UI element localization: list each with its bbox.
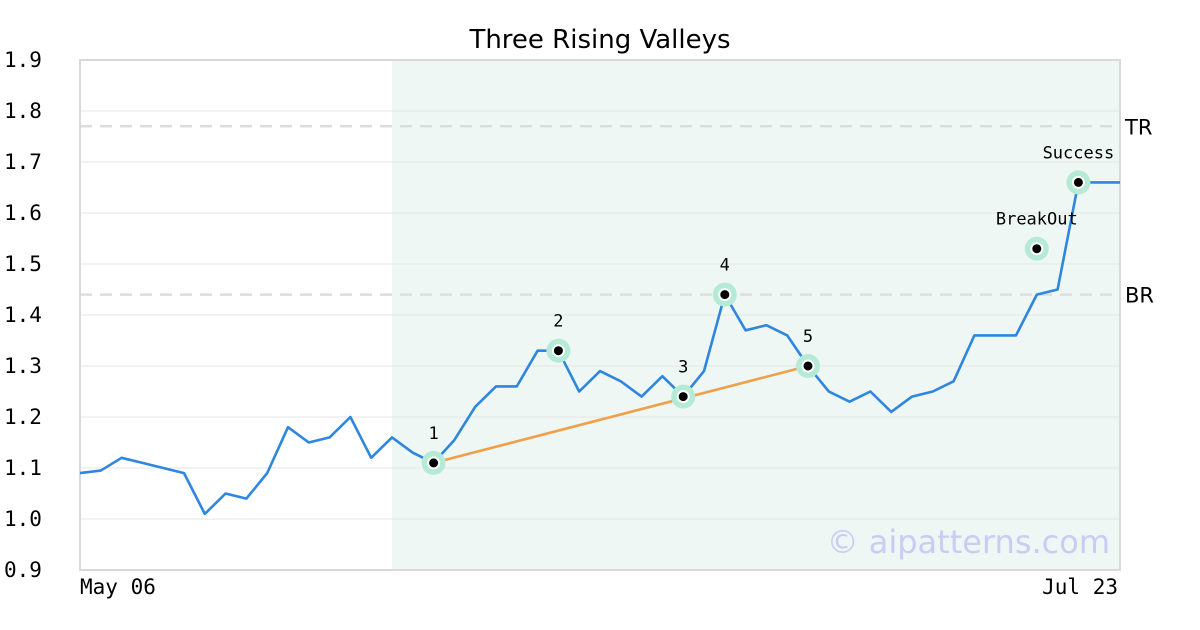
x-tick-label: Jul 23: [1042, 575, 1118, 599]
y-tick-label: 1.2: [4, 405, 42, 429]
key-point-marker: [1071, 175, 1085, 189]
key-point-label: 4: [720, 256, 730, 276]
key-point-label: 5: [803, 327, 813, 347]
y-tick-label: 0.9: [4, 558, 42, 582]
y-tick-label: 1.9: [4, 48, 42, 72]
y-tick-label: 1.3: [4, 354, 42, 378]
plot-frame: [79, 59, 1121, 571]
x-axis-ticks: May 06 Jul 23: [80, 575, 1118, 599]
gridlines: [80, 110, 1120, 520]
x-tick-label: May 06: [80, 575, 156, 599]
y-tick-label: 1.5: [4, 252, 42, 276]
level-lines: TR BR: [80, 115, 1154, 308]
valley-trend-line: [433, 364, 809, 465]
y-tick-label: 1.1: [4, 456, 42, 480]
y-tick-label: 1.6: [4, 201, 42, 225]
chart-title: Three Rising Valleys: [468, 25, 730, 55]
y-tick-label: 1.8: [4, 99, 42, 123]
watermark: © aipatterns.com: [827, 523, 1110, 561]
key-point-label: Success: [1043, 143, 1115, 163]
key-point-marker: [718, 288, 732, 302]
y-tick-label: 1.7: [4, 150, 42, 174]
level-label: TR: [1124, 115, 1152, 139]
key-point-marker: [551, 344, 565, 358]
level-label: BR: [1125, 284, 1154, 308]
y-axis-ticks: 0.9 1.0 1.1 1.2 1.3 1.4 1.5 1.6 1.7 1.8 1.9: [4, 48, 42, 582]
key-point-label: 3: [678, 358, 688, 378]
key-point-marker: [676, 390, 690, 404]
key-points: 1 2 3 4 5 BreakOut Success: [421, 143, 1115, 475]
price-line: [79, 181, 1120, 516]
y-tick-label: 1.4: [4, 303, 42, 327]
key-point-marker: [427, 456, 441, 470]
key-point-label: 1: [428, 424, 438, 444]
key-point-marker: [801, 359, 815, 373]
key-point-marker: [1030, 242, 1044, 256]
y-tick-label: 1.0: [4, 507, 42, 531]
key-point-label: BreakOut: [996, 210, 1078, 230]
key-point-label: 2: [553, 312, 563, 332]
